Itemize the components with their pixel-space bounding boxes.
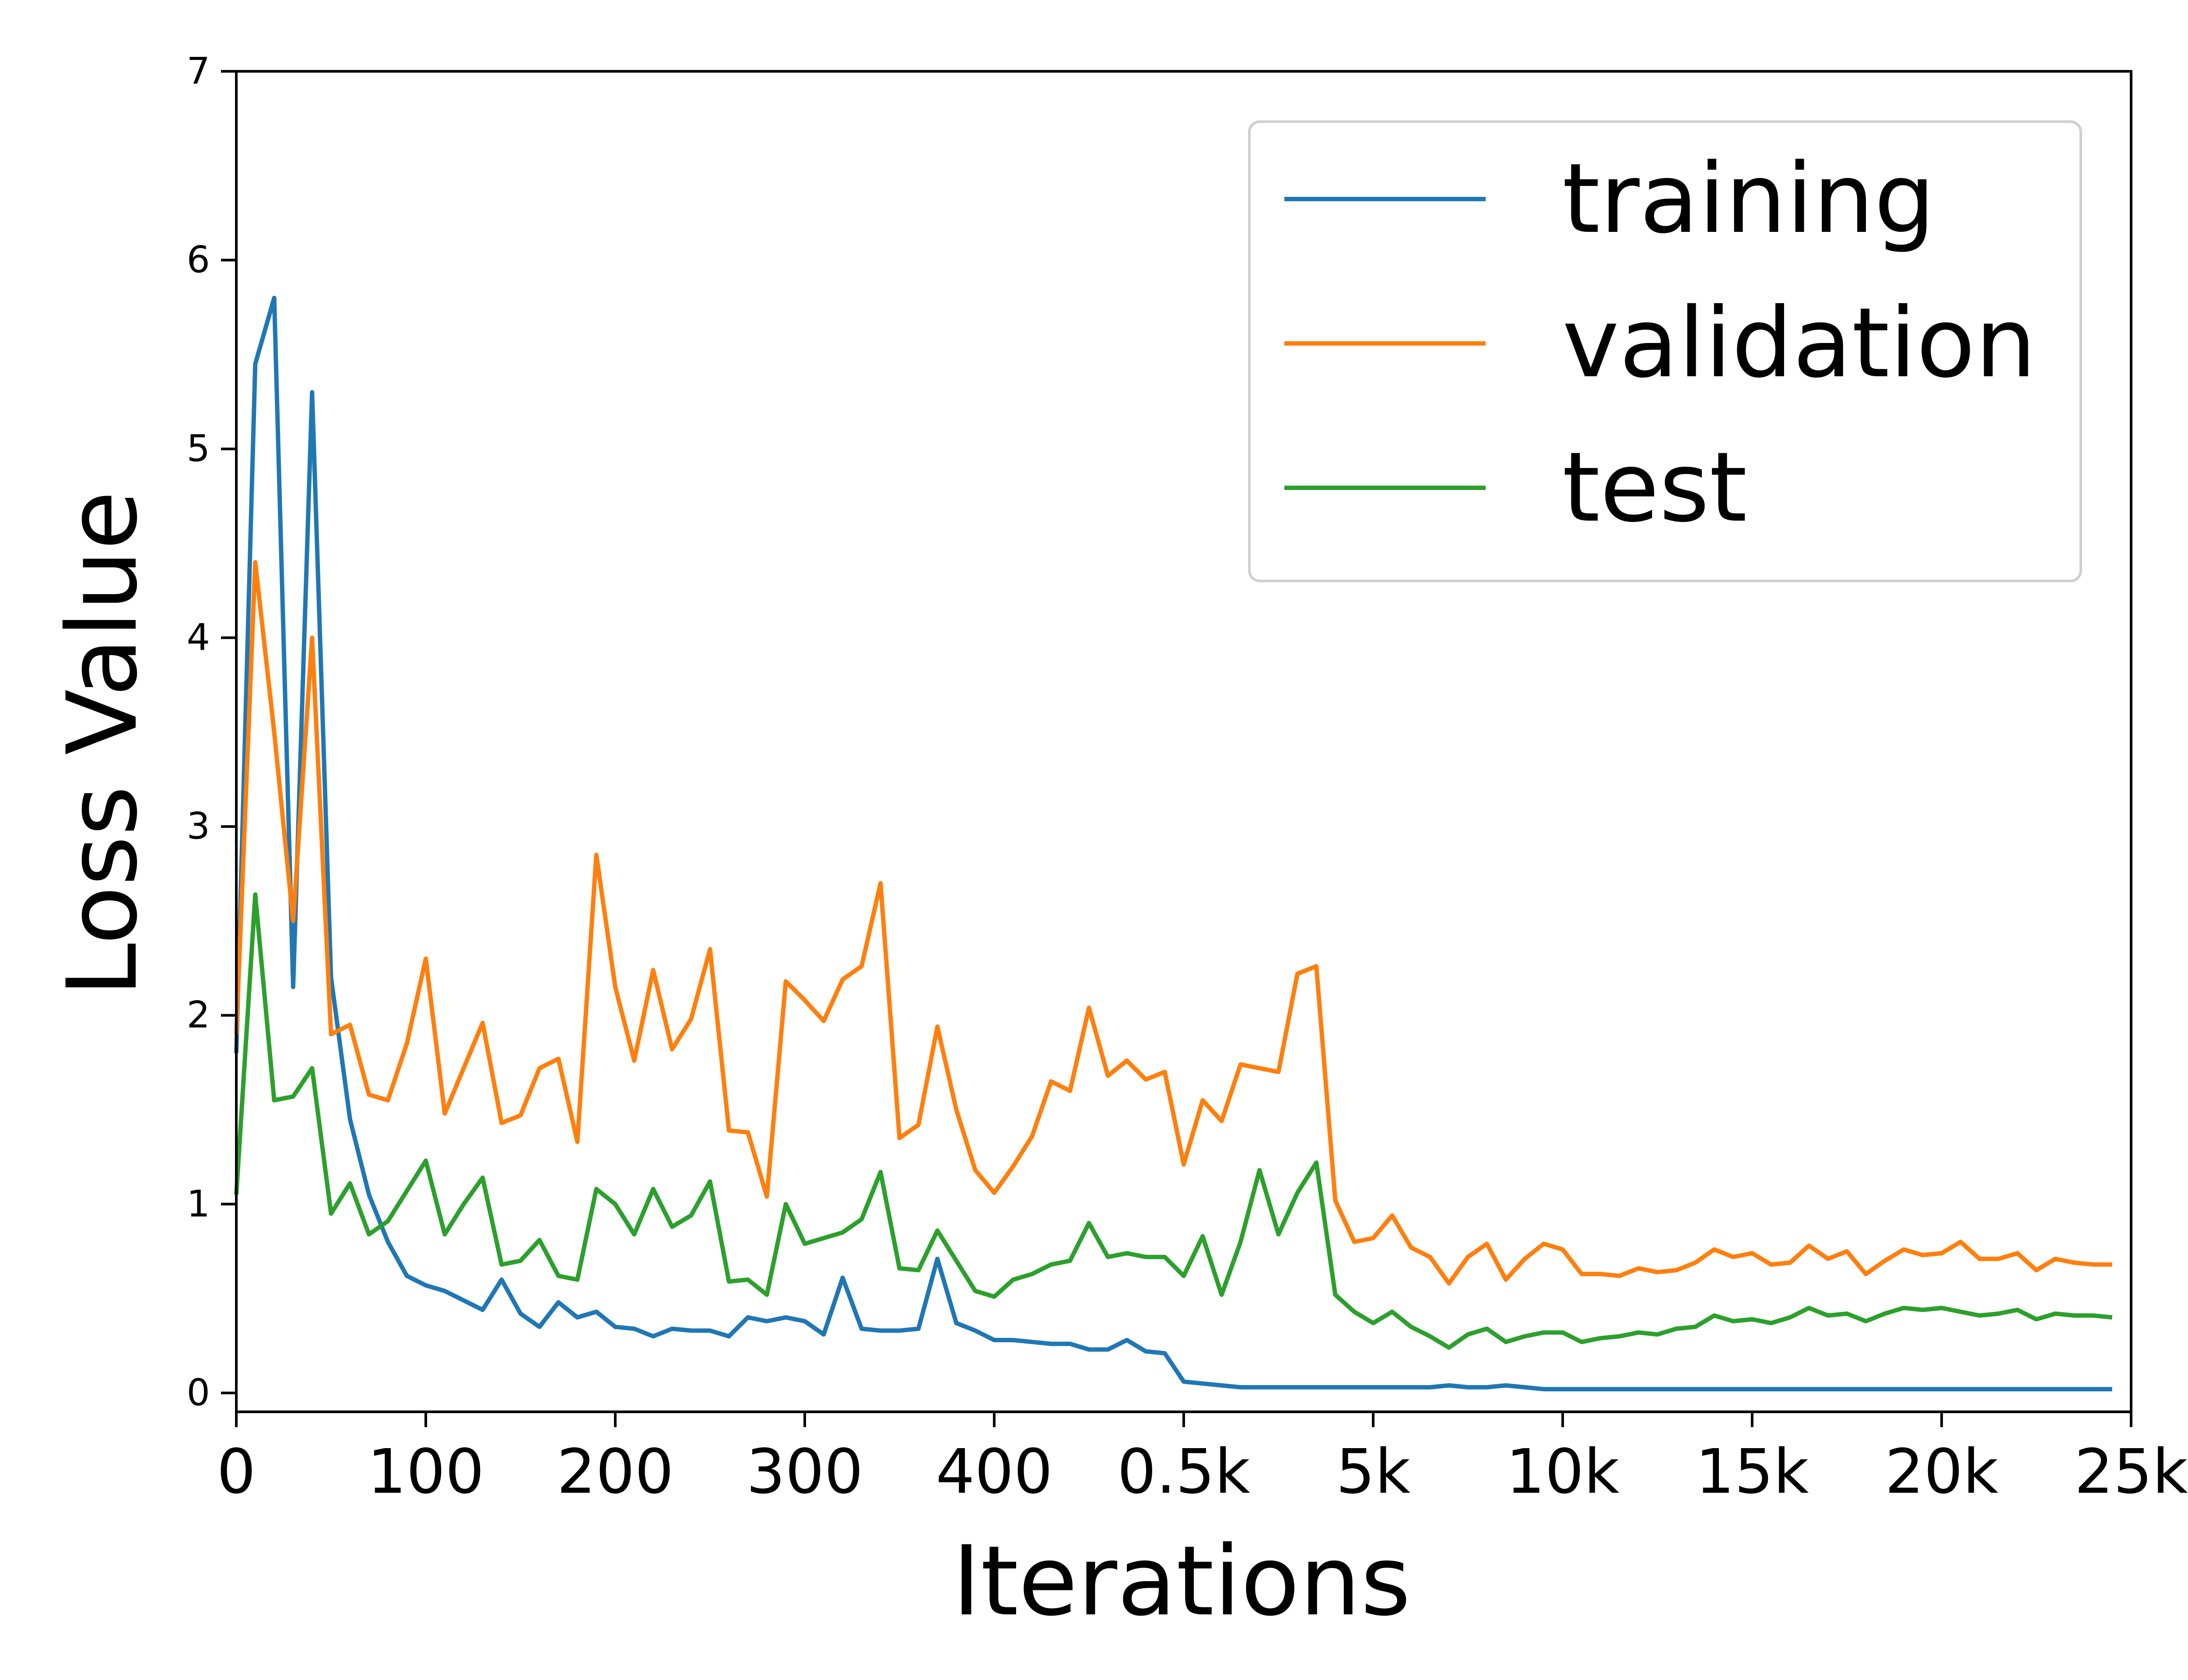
- y-tick-label: 6: [187, 238, 210, 281]
- x-axis-title: Iterations: [952, 1525, 1411, 1637]
- x-axis-ticks: 0 100 200 300 400 0.5k 5k 10k 15k 20k 25k: [217, 1412, 2188, 1508]
- y-axis-title: Loss Value: [46, 491, 158, 997]
- y-tick-label: 0: [187, 1371, 210, 1414]
- x-tick-label: 200: [557, 1436, 673, 1508]
- legend: training validation test: [1248, 120, 2082, 582]
- y-axis-ticks: 0 1 2 3 4 5 6 7: [187, 49, 236, 1414]
- series-line-test: [234, 892, 2113, 1350]
- y-tick-label: 2: [187, 994, 210, 1036]
- x-tick-label: 0.5k: [1117, 1436, 1250, 1508]
- x-tick-label: 5k: [1336, 1436, 1410, 1508]
- y-tick-label: 3: [187, 805, 210, 847]
- y-tick-label: 1: [187, 1182, 210, 1225]
- legend-box: [1248, 120, 2082, 582]
- legend-label-test: test: [1562, 431, 1747, 543]
- x-tick-label: 20k: [1885, 1436, 1998, 1508]
- x-tick-label: 400: [936, 1436, 1052, 1508]
- series-line-validation: [234, 560, 2112, 1286]
- legend-label-validation: validation: [1562, 287, 2036, 399]
- y-tick-label: 4: [187, 616, 210, 659]
- x-tick-label: 0: [217, 1436, 256, 1508]
- x-tick-label: 25k: [2074, 1436, 2188, 1508]
- x-tick-label: 15k: [1695, 1436, 1809, 1508]
- x-tick-label: 10k: [1506, 1436, 1619, 1508]
- x-tick-label: 100: [367, 1436, 484, 1508]
- y-tick-label: 5: [187, 427, 210, 470]
- x-tick-label: 300: [746, 1436, 863, 1508]
- series-line-training: [234, 295, 2112, 1392]
- legend-label-training: training: [1562, 143, 1935, 255]
- y-tick-label: 7: [187, 49, 210, 92]
- series-layer: [234, 295, 2113, 1392]
